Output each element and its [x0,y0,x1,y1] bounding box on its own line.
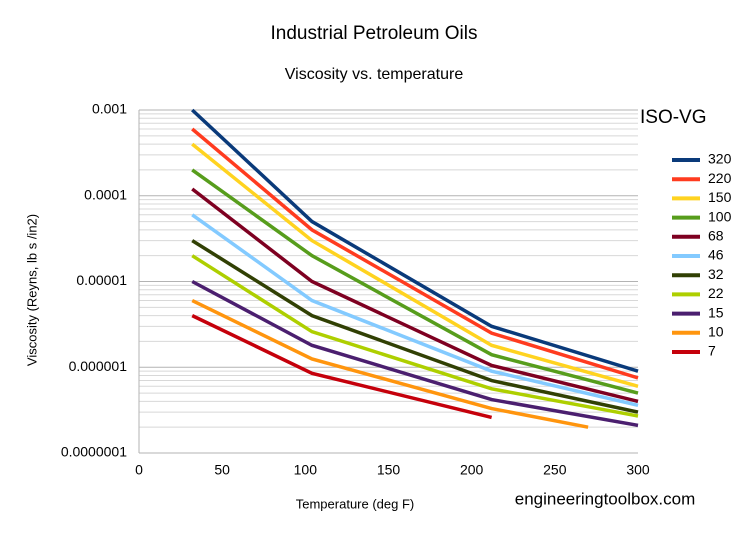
legend-label: 10 [708,324,724,340]
series-line [191,127,639,380]
x-tick-label: 0 [135,462,143,478]
legend-label: 15 [708,304,724,320]
series-line [191,279,639,428]
y-axis-label: Viscosity (Reyns, lb s /in2) [24,214,39,366]
series-line [191,314,493,420]
legend-title: ISO-VG [640,107,707,128]
x-tick-label: 200 [460,462,484,478]
legend-label: 100 [708,208,732,224]
x-tick-label: 250 [543,462,567,478]
series-line [191,187,639,404]
watermark: engineeringtoolbox.com [515,489,696,508]
y-tick-label: 0.00001 [76,272,127,288]
y-tick-label: 0.0001 [84,186,127,202]
y-tick-label: 0.0000001 [61,444,127,460]
series-line [191,239,639,414]
legend-label: 220 [708,170,732,186]
series-line [191,108,639,373]
legend-label: 7 [708,343,716,359]
series-line [191,254,639,418]
y-tick-label: 0.001 [92,101,127,117]
x-tick-label: 100 [294,462,318,478]
x-tick-label: 300 [626,462,650,478]
chart-subtitle: Viscosity vs. temperature [285,66,464,83]
x-tick-label: 150 [377,462,401,478]
series-line [191,168,639,395]
series-line [191,298,589,429]
legend-label: 150 [708,189,732,205]
legend-label: 320 [708,151,732,167]
chart-title: Industrial Petroleum Oils [271,23,478,44]
x-tick-label: 50 [214,462,230,478]
legend-label: 46 [708,247,724,263]
legend-label: 68 [708,228,724,244]
series-line [191,213,639,408]
y-tick-label: 0.000001 [69,358,128,374]
legend-label: 22 [708,285,724,301]
x-axis-label: Temperature (deg F) [296,496,415,511]
legend-label: 32 [708,266,724,282]
series-line [191,142,639,388]
